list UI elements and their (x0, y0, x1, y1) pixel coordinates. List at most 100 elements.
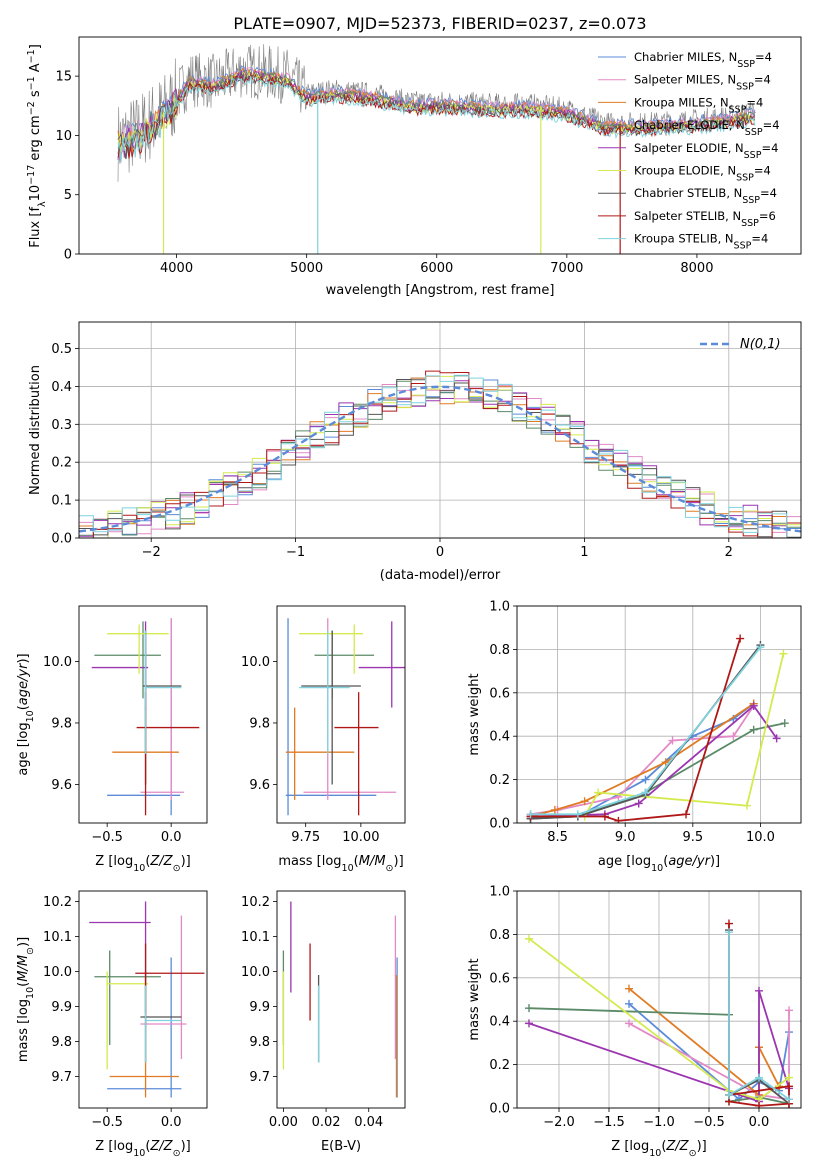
panel-residuals: −2 −1 0 1 2 0.0 0.1 0.2 0.3 0.4 0.5 N(0,1) (data-mod… (28, 321, 802, 583)
panel-ebv_mass: 0.00 0.02 0.04 9.7 9.8 9.9 10.0 10.1 10.2 E(B-V) (241, 890, 406, 1154)
weight-marker (749, 701, 758, 710)
y-tick-label: 0.0 (489, 817, 510, 832)
y-tick-label: 1.0 (489, 885, 510, 900)
y-tick-label: 0.4 (51, 380, 72, 395)
weight-marker (725, 928, 733, 937)
weight-line (583, 653, 785, 817)
weight-marker (785, 1095, 793, 1104)
errorbar-point (299, 624, 364, 674)
x-tick-label: −0.5 (693, 1115, 725, 1130)
histogram-chabrier-stelib (79, 379, 801, 538)
weight-marker (725, 1090, 733, 1099)
y-tick-label: 10.1 (43, 930, 72, 945)
x-tick-label: 4000 (160, 261, 193, 276)
weight-marker (573, 810, 582, 819)
axes-frame (276, 605, 406, 824)
errorbar-point (94, 950, 161, 1045)
weight-marker (600, 812, 609, 821)
y-tick-label: 0.8 (489, 928, 510, 943)
weight-marker (749, 725, 758, 734)
axes-frame (78, 36, 802, 255)
weight-line (528, 990, 790, 1103)
errorbar-point (109, 975, 179, 1098)
weight-marker (550, 805, 559, 814)
x-tick-label: 8000 (680, 261, 713, 276)
plot-area-age_weight (526, 634, 789, 823)
y-tick-label: 0.4 (489, 1015, 510, 1030)
legend-label: Salpeter STELIB, NSSP=6 (634, 209, 776, 229)
errorbar-point (358, 621, 405, 708)
weight-line (530, 705, 755, 816)
weight-marker (756, 643, 765, 652)
x-tick-label: 2 (725, 545, 733, 560)
x-tick-label: 0.0 (161, 830, 182, 845)
axes-frame (516, 605, 802, 824)
legend-label: Kroupa STELIB, NSSP=4 (634, 232, 768, 252)
y-tick-label: 10 (55, 129, 72, 144)
model-line-kroupa-stelib (117, 75, 756, 163)
panel-age_weight: 8.5 9.0 9.5 10.0 0.0 0.2 0.4 0.6 0.8 1.0 age [log1… (467, 600, 802, 874)
x-tick-label: −2 (142, 545, 161, 560)
y-tick-label: 0.3 (51, 418, 72, 433)
y-tick-label: 0.0 (51, 532, 72, 547)
weight-marker (580, 797, 589, 806)
plot-area-residuals (79, 370, 801, 538)
y-axis-label: mass weight (467, 958, 482, 1040)
errorbar-point (106, 971, 149, 1070)
x-tick-label: −0.5 (91, 830, 123, 845)
errorbar-point (94, 621, 161, 699)
weight-marker (780, 719, 789, 728)
y-axis-label: Flux [fλ10−17 erg cm−2 s−1 A−1] (26, 44, 48, 248)
x-tick-label: 0.04 (354, 1115, 383, 1130)
x-tick-label: 10.00 (342, 830, 379, 845)
weight-marker (625, 984, 633, 993)
errorbar-point (299, 630, 350, 754)
x-axis-label: (data-model)/error (380, 568, 501, 583)
plot-area-spectrum (117, 44, 756, 254)
y-tick-label: 10.0 (241, 655, 270, 670)
y-tick-label: 10.2 (43, 895, 72, 910)
y-tick-label: 9.9 (51, 1000, 72, 1015)
y-axis-label: mass weight (467, 673, 482, 755)
x-tick-label: −1 (286, 545, 305, 560)
legend-label: Kroupa MILES, NSSP=4 (634, 95, 763, 115)
weight-marker (725, 919, 733, 928)
model-line-salpeter-stelib (117, 73, 755, 159)
weight-marker (625, 999, 633, 1008)
panel-z_weight: −2.0 −1.5 −1.0 −0.5 0.0 0.0 0.2 0.4 0.6 0.8 1.0 Z [… (467, 885, 802, 1159)
y-tick-label: 9.8 (249, 1035, 270, 1050)
y-tick-label: 9.8 (51, 716, 72, 731)
y-tick-label: 1.0 (489, 600, 510, 615)
weight-marker (526, 810, 535, 819)
figure-title: PLATE=0907, MJD=52373, FIBERID=0237, z=0… (233, 14, 646, 33)
y-axis-label: Normed distribution (28, 365, 43, 495)
y-tick-label: 9.7 (51, 1070, 72, 1085)
axes-frame (78, 321, 802, 539)
y-tick-label: 9.8 (51, 1035, 72, 1050)
weight-marker (625, 1019, 633, 1028)
errorbar-point (89, 901, 151, 975)
y-tick-label: 9.7 (249, 1070, 270, 1085)
x-axis-label: mass [log10(M/M⊙)] (278, 854, 403, 874)
x-tick-label: 9.5 (682, 830, 703, 845)
x-tick-label: 9.0 (615, 830, 636, 845)
y-axis-label: age [log10(age/yr)] (16, 653, 36, 775)
weight-marker (785, 1006, 793, 1015)
gaussian-curve (79, 385, 801, 533)
x-tick-label: 0 (436, 545, 444, 560)
errorbar-point (285, 707, 355, 800)
y-tick-label: 0.1 (51, 494, 72, 509)
y-tick-label: 0 (64, 248, 72, 263)
legend-label: N(0,1) (740, 337, 781, 352)
axes-frame (78, 890, 208, 1109)
axes-frame (276, 890, 406, 1109)
weight-marker (682, 810, 691, 819)
errorbar-point (143, 630, 182, 785)
errorbar-point (144, 985, 182, 1063)
legend-label: Chabrier MILES, NSSP=4 (634, 50, 772, 70)
x-axis-label: E(B-V) (321, 1139, 361, 1154)
axes-frame (516, 890, 802, 1109)
x-tick-label: 5000 (290, 261, 323, 276)
y-tick-label: 0.2 (51, 456, 72, 471)
